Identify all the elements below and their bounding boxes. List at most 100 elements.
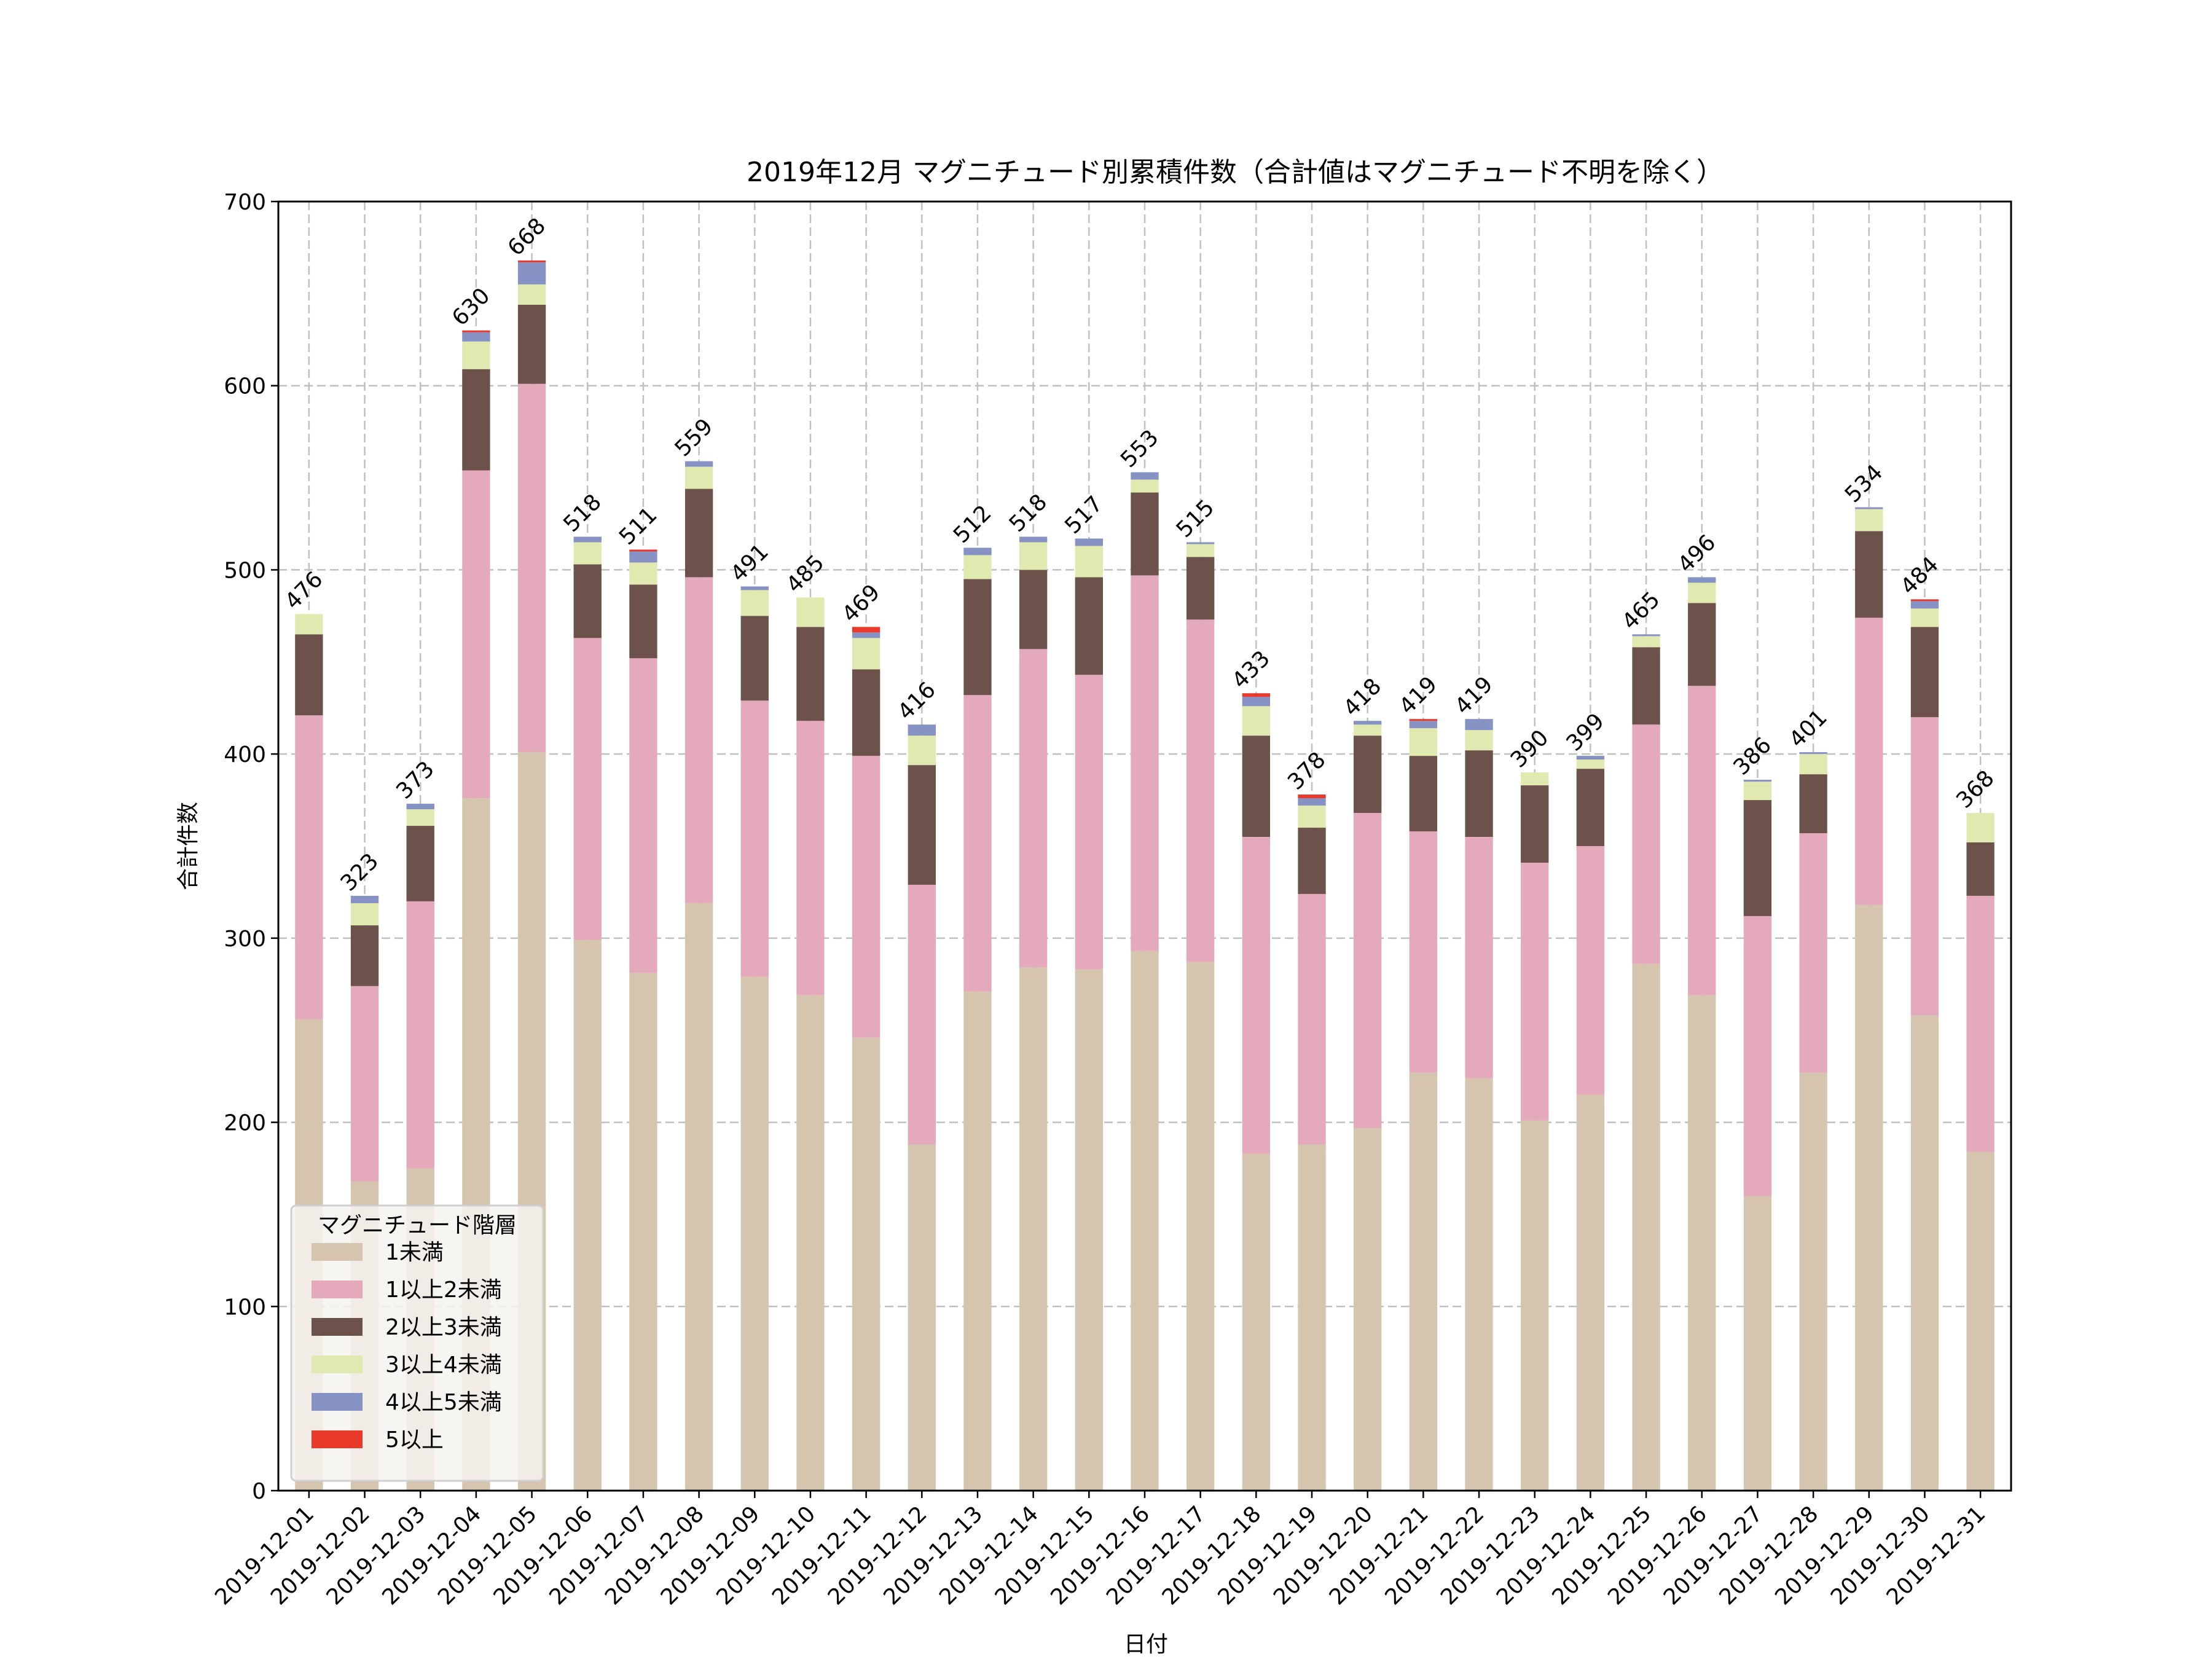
bar-segment [684, 903, 713, 1491]
bar-segment [1966, 813, 1994, 843]
y-tick-label: 200 [224, 1111, 266, 1136]
bar-segment [852, 1037, 880, 1491]
bar-segment [796, 995, 825, 1491]
bar-segment [1465, 837, 1493, 1078]
total-label: 518 [559, 490, 606, 538]
bar-segment [462, 470, 490, 799]
bar-segment [963, 991, 992, 1491]
bar-segment [963, 579, 992, 696]
total-label: 399 [1561, 708, 1609, 756]
bar-segment [1186, 619, 1215, 962]
bar-segment [908, 735, 936, 766]
bar-segment [1576, 756, 1605, 760]
bar-segment [517, 260, 546, 262]
total-label: 630 [447, 283, 495, 331]
bar-segment [1910, 599, 1939, 602]
bar-segment [1910, 601, 1939, 609]
bar-segment [1354, 1128, 1382, 1491]
bar-segment [963, 695, 992, 992]
bar-segment [852, 627, 880, 633]
bar-segment [517, 304, 546, 384]
total-label: 416 [893, 677, 941, 725]
bar-segment [1855, 904, 1883, 1491]
total-label: 418 [1339, 673, 1387, 721]
legend-swatch [312, 1430, 363, 1448]
bar-segment [1855, 509, 1883, 531]
bar-segment [406, 826, 434, 901]
bar-segment [1521, 785, 1549, 863]
bar-segment [1409, 756, 1438, 832]
total-label: 469 [837, 579, 885, 627]
legend: マグニチュード階層 1未満 1以上2未満 2以上3未満 3以上4未満 4以上5未満 5以上 [290, 1204, 544, 1482]
bar-segment [1409, 728, 1438, 756]
bar-segment [629, 549, 657, 552]
total-label: 518 [1005, 490, 1053, 538]
bar-segment [1186, 542, 1215, 544]
bar-segment [517, 262, 546, 284]
total-label: 491 [726, 539, 774, 587]
bar-segment [462, 332, 490, 342]
total-label: 419 [1394, 672, 1442, 720]
bar-segment [462, 369, 490, 471]
x-axis: 2019-12-012019-12-022019-12-032019-12-04… [210, 1491, 1990, 1610]
total-label: 419 [1450, 672, 1498, 720]
legend-swatch [312, 1355, 363, 1373]
bar-segment [1298, 893, 1326, 1145]
bar-segment [1019, 570, 1048, 649]
bar-segment [350, 925, 379, 986]
y-tick-label: 500 [224, 558, 266, 583]
total-label: 401 [1784, 705, 1832, 753]
bar-segment [684, 461, 713, 467]
bar-segment [1186, 544, 1215, 557]
bar-segment [517, 383, 546, 753]
x-axis-label: 日付 [1124, 1632, 1168, 1657]
bar-segment [1576, 846, 1605, 1095]
bar-segment [1688, 582, 1716, 603]
bar-segment [1799, 754, 1827, 775]
bar-segment [1743, 1196, 1772, 1491]
bar-segment [1131, 575, 1159, 951]
bar-segment [1688, 686, 1716, 995]
chart-title: 2019年12月 マグニチュード別累積件数（合計値はマグニチュード不明を除く） [747, 157, 1724, 188]
bar-segment [1409, 831, 1438, 1073]
bar-segment [1242, 693, 1271, 697]
bar-segment [1521, 1120, 1549, 1491]
bar-segment [852, 638, 880, 670]
bar-segment [1019, 542, 1048, 570]
bar-segment [1298, 798, 1326, 806]
legend-swatch [312, 1243, 363, 1261]
total-label: 511 [614, 503, 662, 551]
bar-segment [1632, 636, 1660, 648]
bar-segment [740, 590, 769, 616]
bar-segment [1966, 1151, 1994, 1491]
total-label: 515 [1172, 495, 1220, 543]
bar-segment [573, 536, 602, 543]
bar-segment [1354, 724, 1382, 736]
legend-label: 1以上2未満 [385, 1277, 502, 1303]
bar-segment [1576, 769, 1605, 846]
bar-segment [1743, 800, 1772, 916]
bar-segment [1465, 730, 1493, 751]
bar-segment [1298, 828, 1326, 894]
bar-segment [1131, 492, 1159, 576]
bar-segment [1910, 1015, 1939, 1491]
bar-segment [1242, 1153, 1271, 1491]
total-label: 390 [1506, 725, 1554, 773]
bar-segment [1855, 618, 1883, 905]
bars [295, 260, 1994, 1491]
total-label: 534 [1840, 460, 1888, 508]
bar-segment [629, 551, 657, 563]
total-label: 368 [1951, 766, 1999, 814]
bar-segment [629, 584, 657, 659]
y-tick-label: 600 [224, 374, 266, 399]
total-label: 433 [1227, 646, 1275, 694]
bar-segment [1019, 536, 1048, 543]
bar-segment [1576, 1094, 1605, 1491]
bar-segment [1409, 1072, 1438, 1491]
bar-segment [573, 939, 602, 1491]
bar-segment [1632, 724, 1660, 964]
bar-segment [406, 901, 434, 1169]
total-label: 323 [336, 849, 384, 896]
bar-segment [852, 632, 880, 638]
bar-segment [517, 284, 546, 305]
